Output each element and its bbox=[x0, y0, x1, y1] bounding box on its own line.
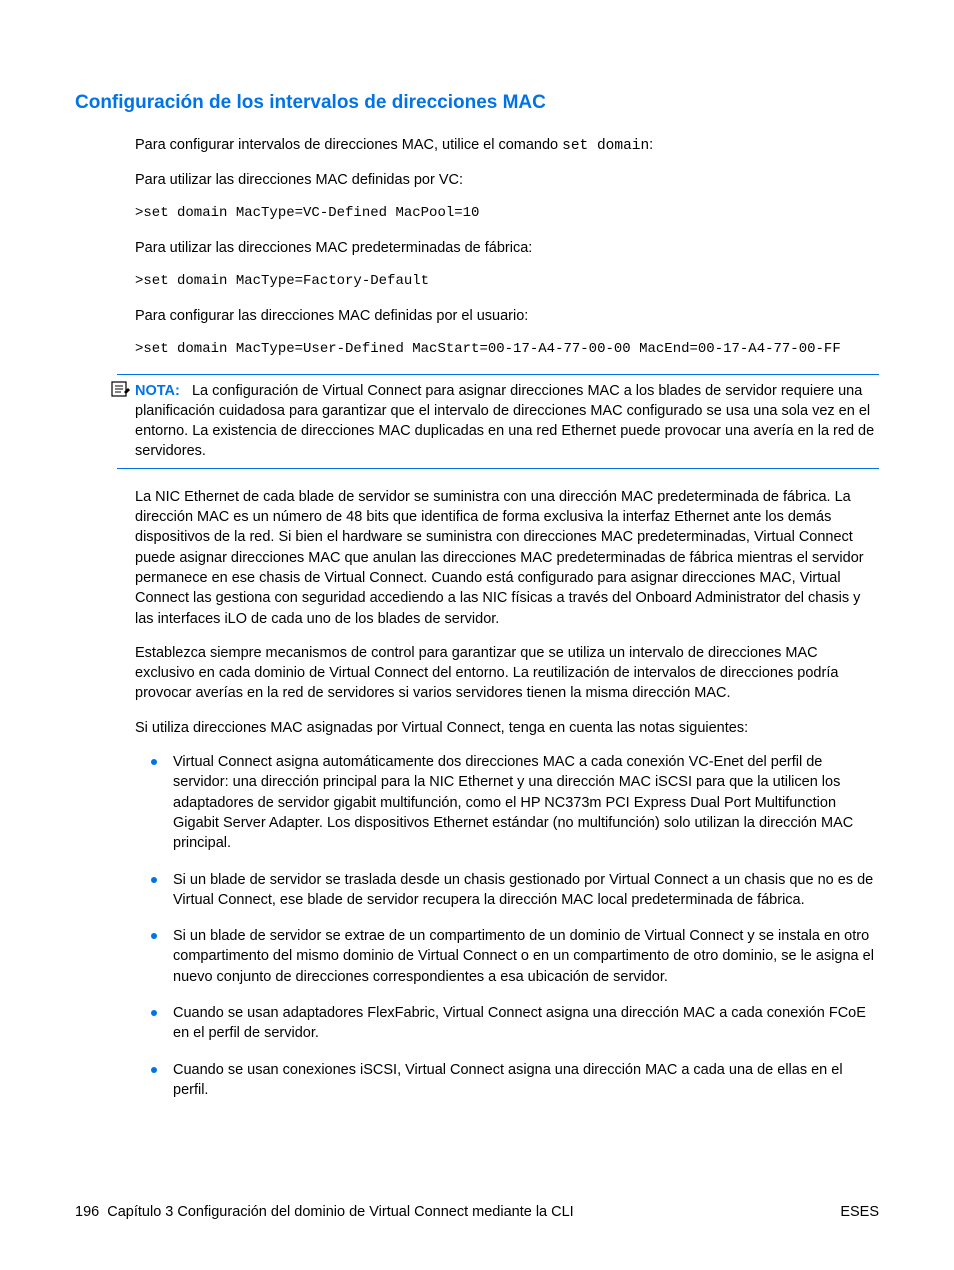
paragraph: La NIC Ethernet de cada blade de servido… bbox=[135, 487, 879, 629]
code-block: >set domain MacType=User-Defined MacStar… bbox=[135, 340, 879, 360]
note-box: NOTA: La configuración de Virtual Connec… bbox=[117, 374, 879, 469]
footer-right: ESES bbox=[840, 1202, 879, 1222]
note-text: La configuración de Virtual Connect para… bbox=[135, 383, 874, 460]
note-label: NOTA: bbox=[135, 383, 180, 399]
page-number: 196 bbox=[75, 1204, 99, 1220]
chapter-title: Capítulo 3 Configuración del dominio de … bbox=[107, 1204, 573, 1220]
paragraph: Para utilizar las direcciones MAC predet… bbox=[135, 238, 879, 258]
code-block: >set domain MacType=Factory-Default bbox=[135, 272, 879, 292]
note-icon bbox=[111, 379, 131, 399]
paragraph: Establezca siempre mecanismos de control… bbox=[135, 643, 879, 704]
code-block: >set domain MacType=VC-Defined MacPool=1… bbox=[135, 204, 879, 224]
footer-left: 196 Capítulo 3 Configuración del dominio… bbox=[75, 1202, 574, 1222]
paragraph: Si utiliza direcciones MAC asignadas por… bbox=[135, 718, 879, 738]
list-item: Cuando se usan conexiones iSCSI, Virtual… bbox=[135, 1060, 879, 1101]
list-item: Si un blade de servidor se traslada desd… bbox=[135, 870, 879, 911]
paragraph-intro: Para configurar intervalos de direccione… bbox=[135, 135, 879, 156]
list-item: Si un blade de servidor se extrae de un … bbox=[135, 926, 879, 987]
note-content: NOTA: La configuración de Virtual Connec… bbox=[117, 381, 879, 462]
page-footer: 196 Capítulo 3 Configuración del dominio… bbox=[75, 1202, 879, 1222]
list-item: Virtual Connect asigna automáticamente d… bbox=[135, 752, 879, 853]
inline-code: set domain bbox=[562, 138, 649, 154]
paragraph: Para utilizar las direcciones MAC defini… bbox=[135, 170, 879, 190]
section-content: Para configurar intervalos de direccione… bbox=[75, 135, 879, 1101]
list-item: Cuando se usan adaptadores FlexFabric, V… bbox=[135, 1003, 879, 1044]
text: : bbox=[649, 137, 653, 153]
paragraph: Para configurar las direcciones MAC defi… bbox=[135, 306, 879, 326]
bullet-list: Virtual Connect asigna automáticamente d… bbox=[135, 752, 879, 1100]
text: Para configurar intervalos de direccione… bbox=[135, 137, 562, 153]
section-heading: Configuración de los intervalos de direc… bbox=[75, 90, 879, 117]
